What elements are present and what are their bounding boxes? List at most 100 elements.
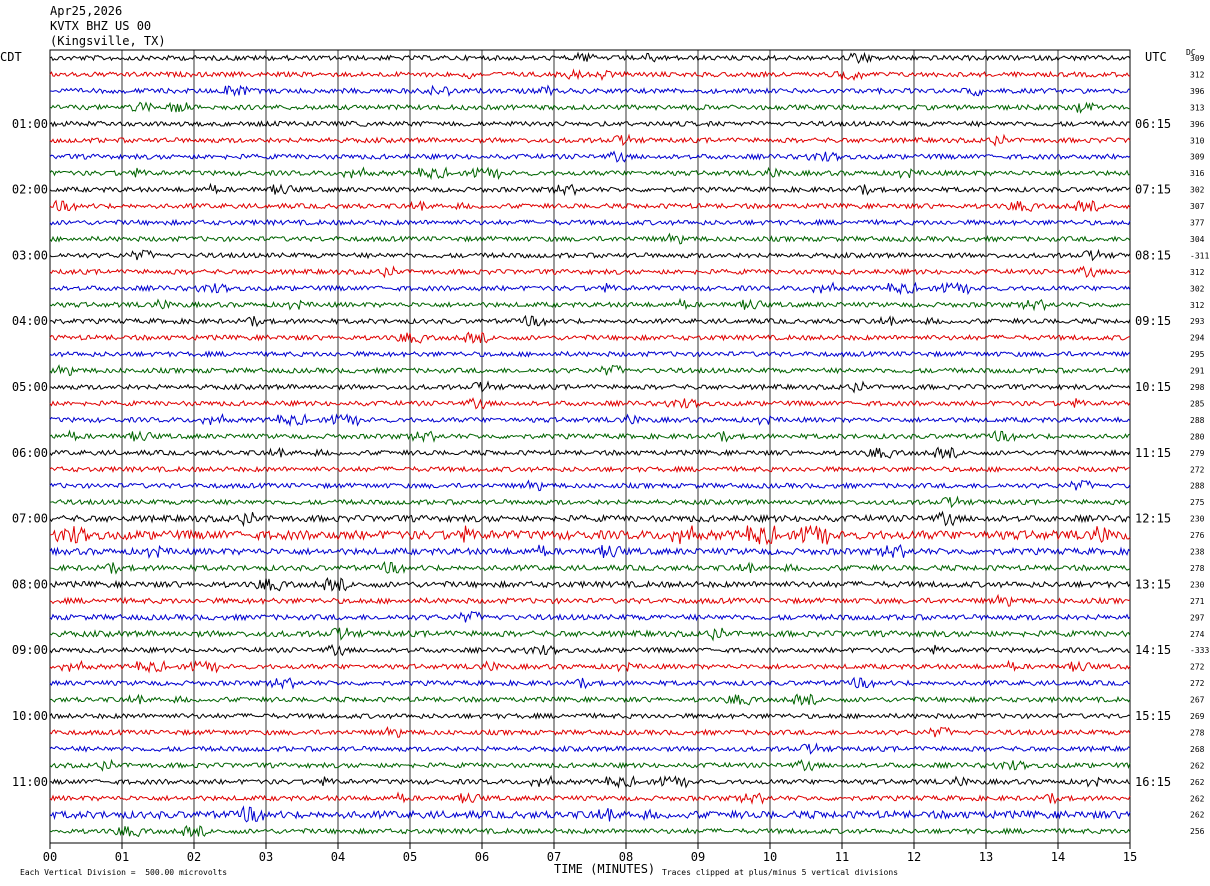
seismic-trace (49, 350, 1131, 358)
left-hour-label: 10:00 (12, 709, 48, 723)
dc-value-label: 274 (1190, 630, 1205, 639)
left-hour-label: 04:00 (12, 314, 48, 328)
header-station: KVTX BHZ US 00 (50, 19, 152, 33)
dc-value-label: 271 (1190, 597, 1205, 606)
dc-label: DC (1186, 48, 1196, 57)
seismic-trace (49, 133, 1131, 147)
x-tick-label: 00 (43, 850, 57, 864)
dc-value-label: 278 (1190, 564, 1205, 573)
header-location: (Kingsville, TX) (50, 34, 166, 48)
x-tick-label: 10 (763, 850, 777, 864)
right-hour-label: 10:15 (1135, 380, 1171, 394)
x-tick-label: 08 (619, 850, 633, 864)
seismic-trace (49, 297, 1131, 312)
seismic-trace (49, 314, 1131, 328)
seismic-trace (49, 479, 1131, 492)
right-hour-label: 06:15 (1135, 117, 1171, 131)
x-axis-label: TIME (MINUTES) (554, 862, 656, 876)
dc-value-label: 295 (1190, 350, 1205, 359)
dc-value-label: 396 (1190, 120, 1205, 129)
seismic-trace (49, 248, 1131, 262)
seismic-trace (49, 676, 1131, 690)
x-tick-label: 01 (115, 850, 129, 864)
seismic-trace (49, 693, 1131, 706)
scale-note: Each Vertical Division = 500.00 microvol… (20, 868, 228, 877)
x-tick-label: 02 (187, 850, 201, 864)
seismic-trace (49, 726, 1131, 739)
dc-value-label: 280 (1190, 432, 1205, 441)
seismic-trace (49, 232, 1131, 245)
left-hour-label: 05:00 (12, 380, 48, 394)
seismic-trace (49, 84, 1131, 97)
seismic-trace (49, 429, 1131, 443)
dc-value-label: 304 (1190, 235, 1205, 244)
x-tick-label: 04 (331, 850, 345, 864)
dc-value-label: 230 (1190, 580, 1205, 589)
x-tick-label: 03 (259, 850, 273, 864)
dc-value-label: 310 (1190, 136, 1205, 145)
right-hour-label: 11:15 (1135, 446, 1171, 460)
seismic-trace (49, 742, 1131, 755)
dc-value-label: 312 (1190, 268, 1205, 277)
x-tick-label: 12 (907, 850, 921, 864)
seismic-trace (49, 510, 1131, 528)
right-hour-label: 07:15 (1135, 183, 1171, 197)
dc-value-label: 307 (1190, 202, 1205, 211)
seismic-trace (49, 593, 1131, 607)
seismic-trace (49, 659, 1131, 674)
right-hour-label: 12:15 (1135, 512, 1171, 526)
right-hour-label: 09:15 (1135, 314, 1171, 328)
seismic-trace (49, 712, 1131, 720)
left-hour-label: 06:00 (12, 446, 48, 460)
header-date: Apr25,2026 (50, 4, 123, 18)
seismic-trace (49, 643, 1130, 657)
seismic-trace (49, 544, 1131, 559)
seismic-trace (49, 101, 1131, 114)
dc-value-label: 291 (1190, 367, 1205, 376)
dc-value-label: 285 (1190, 399, 1205, 408)
x-tick-label: 06 (475, 850, 489, 864)
dc-value-label: 230 (1190, 515, 1205, 524)
clip-note: Traces clipped at plus/minus 5 vertical … (662, 868, 899, 877)
dc-value-label: 269 (1190, 712, 1205, 721)
seismic-trace (49, 577, 1131, 592)
dc-value-label: 267 (1190, 696, 1205, 705)
seismic-trace (49, 199, 1131, 213)
seismic-trace (50, 774, 1131, 789)
seismic-trace (49, 465, 1131, 474)
left-timezone-label: CDT (0, 50, 22, 64)
seismic-trace (49, 166, 1131, 181)
seismic-trace (49, 150, 1131, 163)
seismic-trace (49, 397, 1131, 410)
dc-value-label: 238 (1190, 548, 1205, 557)
seismic-trace (49, 524, 1131, 546)
dc-value-label: 293 (1190, 317, 1205, 326)
seismic-trace (49, 495, 1131, 509)
seismic-trace (49, 331, 1131, 344)
dc-value-label: 272 (1190, 679, 1205, 688)
seismic-trace (49, 265, 1131, 279)
left-hour-label: 11:00 (12, 775, 48, 789)
x-tick-label: 07 (547, 850, 561, 864)
dc-value-label: 288 (1190, 416, 1205, 425)
dc-value-label: 256 (1190, 827, 1205, 836)
dc-value-label: 288 (1190, 482, 1205, 491)
left-hour-label: 07:00 (12, 512, 48, 526)
dc-value-label: 309 (1190, 54, 1205, 63)
dc-value-label: 262 (1190, 761, 1205, 770)
x-tick-label: 15 (1123, 850, 1137, 864)
seismic-trace (49, 758, 1131, 772)
dc-value-label: 312 (1190, 70, 1205, 79)
dc-value-label: 377 (1190, 219, 1205, 228)
seismic-trace (49, 218, 1131, 227)
dc-value-label: 262 (1190, 794, 1205, 803)
left-hour-label: 09:00 (12, 643, 48, 657)
right-hour-label: 13:15 (1135, 577, 1171, 591)
right-hour-label: 14:15 (1135, 643, 1171, 657)
seismic-trace (49, 380, 1131, 394)
dc-value-label: 312 (1190, 301, 1205, 310)
x-tick-label: 05 (403, 850, 417, 864)
seismic-trace (49, 120, 1131, 128)
seismic-trace (49, 824, 1131, 838)
seismic-trace (49, 413, 1131, 427)
